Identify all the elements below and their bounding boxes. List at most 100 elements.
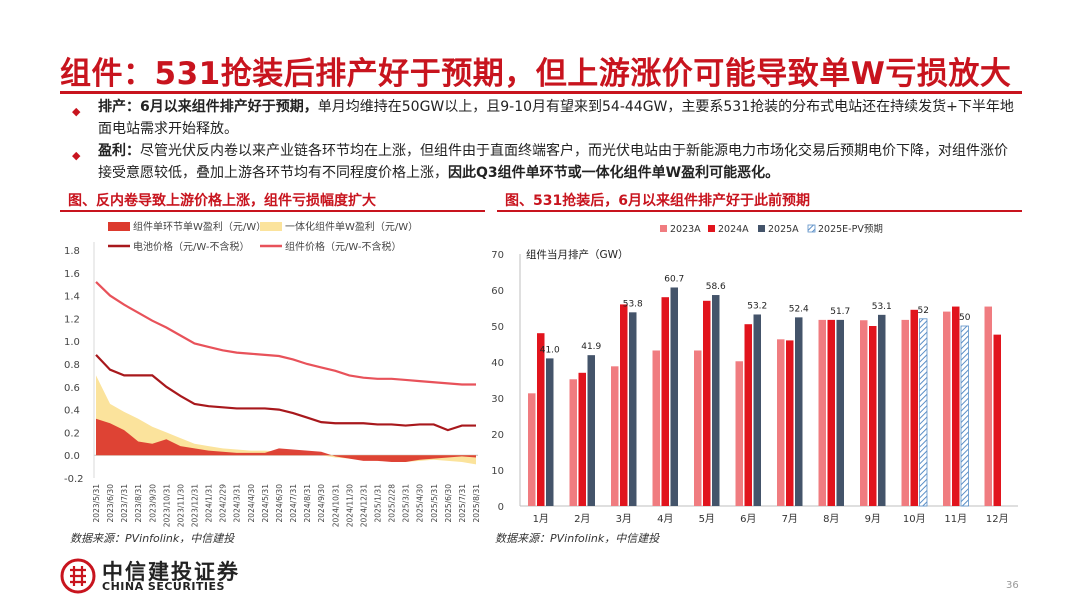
left-source-note: 数据来源：PVinfolink，中信建投 xyxy=(70,532,235,545)
x-tick-label: 2024/6/30 xyxy=(275,484,284,523)
x-tick-label: 2024/9/30 xyxy=(317,484,326,523)
legend-label: 电池价格（元/W-不含税） xyxy=(133,240,249,253)
bullet-text: 单月均维持在50GW以上，且9-10月有望来到54-44GW，主要系531抢装的… xyxy=(98,99,1014,137)
bar-2024a xyxy=(952,306,960,506)
x-tick-label: 2024/7/31 xyxy=(289,484,298,523)
bar-2025a xyxy=(712,295,720,506)
bar-2023a xyxy=(984,306,992,506)
diamond-bullet-icon: ◆ xyxy=(72,149,81,162)
bar-2025e-pv- xyxy=(919,318,928,507)
x-tick-label: 5月 xyxy=(699,513,715,525)
bullet-lead: 盈利： xyxy=(98,143,140,159)
bar-2024a xyxy=(744,324,752,506)
page-number: 36 xyxy=(1006,580,1019,591)
y-tick-label: -0.2 xyxy=(64,474,84,485)
bar-2023a xyxy=(528,393,536,506)
logo-chinese-name: 中信建投证券 xyxy=(102,560,240,584)
bar-2023a xyxy=(735,361,743,506)
bar-2025a xyxy=(878,314,886,506)
y-tick-label: 1.0 xyxy=(64,337,80,348)
bar-2023a xyxy=(943,311,951,506)
x-tick-label: 2024/2/29 xyxy=(219,484,228,523)
bar-2023a xyxy=(569,379,577,506)
x-tick-label: 9月 xyxy=(865,513,881,525)
bar-2024a xyxy=(537,333,545,506)
x-tick-label: 3月 xyxy=(616,513,632,525)
legend-label: 一体化组件单W盈利（元/W） xyxy=(285,220,418,233)
x-tick-label: 2月 xyxy=(574,513,590,525)
bar-2024a xyxy=(703,300,711,506)
y-tick-label: 0 xyxy=(498,502,504,513)
data-label: 52.4 xyxy=(789,304,809,314)
legend-label: 2025A xyxy=(768,224,799,235)
bar-2023a xyxy=(818,319,826,506)
y-tick-label: 0.6 xyxy=(64,383,80,394)
legend-swatch xyxy=(807,224,816,233)
data-label: 53.1 xyxy=(872,302,892,312)
x-tick-label: 10月 xyxy=(903,513,926,525)
y-tick-label: 50 xyxy=(491,322,504,333)
bar-2024a xyxy=(869,326,877,506)
cell-price-line xyxy=(95,354,476,432)
legend-swatch xyxy=(108,222,130,231)
x-tick-label: 2023/5/31 xyxy=(92,484,101,523)
company-logo: 中信建投证券 CHINA SECURITIES xyxy=(60,558,260,598)
y-tick-label: 1.4 xyxy=(64,292,80,303)
bar-2024a xyxy=(620,304,628,506)
bar-2025a xyxy=(546,358,554,506)
x-tick-label: 2024/1/31 xyxy=(205,484,214,523)
bar-2025a xyxy=(753,314,761,506)
data-label: 41.9 xyxy=(581,342,601,352)
legend-label: 2024A xyxy=(718,224,749,235)
y-axis-title: 组件当月排产（GW） xyxy=(526,248,629,261)
left-caption-divider xyxy=(60,210,485,212)
unit-profit-area xyxy=(96,418,476,463)
bar-2025a xyxy=(629,312,637,506)
bar-2025a xyxy=(587,355,595,506)
x-tick-label: 2023/10/31 xyxy=(162,484,171,527)
x-tick-label: 6月 xyxy=(740,513,756,525)
bar-2025a xyxy=(836,319,844,506)
legend-swatch xyxy=(260,222,282,231)
y-tick-label: 30 xyxy=(491,394,504,405)
bar-2023a xyxy=(694,350,702,506)
bar-2024a xyxy=(578,372,586,506)
x-tick-label: 2024/10/31 xyxy=(331,484,340,527)
legend-label: 组件价格（元/W-不含税） xyxy=(285,240,401,253)
x-tick-label: 2024/12/31 xyxy=(359,484,368,527)
x-tick-label: 2025/6/30 xyxy=(444,484,453,523)
x-tick-label: 2023/6/30 xyxy=(106,484,115,523)
y-tick-label: 0.0 xyxy=(64,451,80,462)
bullet-lead: 排产： xyxy=(98,99,140,115)
data-label: 53.8 xyxy=(623,299,643,309)
right-chart-caption: 图、531抢装后，6月以来组件排产好于此前预期 xyxy=(505,193,810,209)
x-tick-label: 8月 xyxy=(823,513,839,525)
x-tick-label: 2025/4/30 xyxy=(416,484,425,523)
data-label: 58.6 xyxy=(706,282,726,292)
diamond-bullet-icon: ◆ xyxy=(72,105,81,118)
left-line-chart: -0.2 0.0 0.2 0.4 0.6 0.8 1.0 1.2 1.4 1.6 1.8 2023/5… xyxy=(64,220,481,527)
x-tick-label: 11月 xyxy=(944,513,967,525)
data-label: 41.0 xyxy=(540,345,560,355)
bar-2024a xyxy=(661,297,669,506)
bar-2024a xyxy=(993,334,1001,506)
x-tick-label: 4月 xyxy=(657,513,673,525)
data-label: 51.7 xyxy=(830,307,850,317)
logo-english-name: CHINA SECURITIES xyxy=(102,580,225,593)
x-tick-label: 2025/5/31 xyxy=(430,484,439,523)
data-label: 50 xyxy=(959,313,971,323)
x-tick-label: 2025/3/31 xyxy=(402,484,411,523)
x-tick-label: 12月 xyxy=(986,513,1009,525)
y-tick-label: 0.4 xyxy=(64,406,80,417)
page-title: 组件：531抢装后排产好于预期，但上游涨价可能导致单W亏损放大 xyxy=(60,56,1012,92)
y-tick-label: 1.2 xyxy=(64,314,80,325)
x-tick-label: 2024/8/31 xyxy=(303,484,312,523)
bullet-profit: ◆ 盈利：尽管光伏反内卷以来产业链各环节均在上涨，但组件由于直面终端客户，而光伏… xyxy=(70,140,1020,184)
bar-2024a xyxy=(827,319,835,506)
x-tick-label: 2024/5/31 xyxy=(261,484,270,523)
y-tick-label: 70 xyxy=(491,250,504,261)
legend-swatch xyxy=(708,225,715,232)
legend-swatch xyxy=(758,225,765,232)
x-tick-label: 2024/3/31 xyxy=(233,484,242,523)
x-tick-label: 2024/4/30 xyxy=(247,484,256,523)
